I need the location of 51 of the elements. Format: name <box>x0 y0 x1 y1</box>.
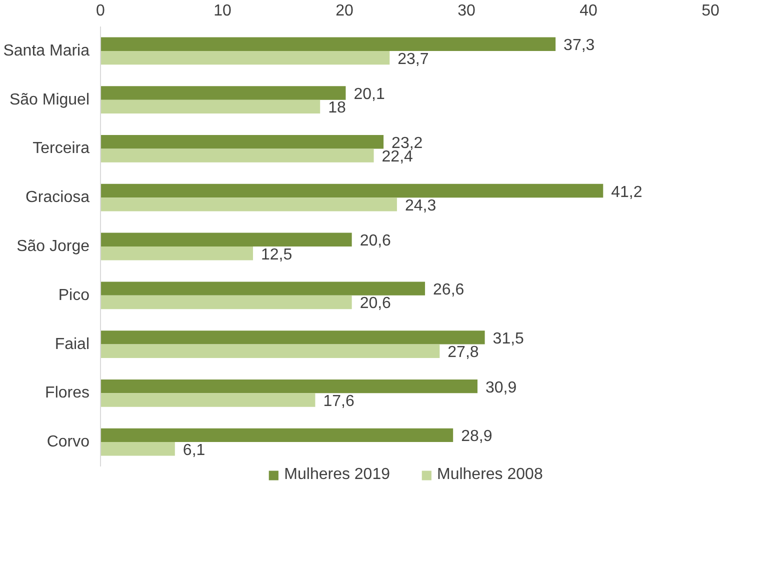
bar <box>100 86 346 100</box>
bar <box>100 246 253 260</box>
y-tick-label: São Miguel <box>9 91 90 108</box>
bar <box>100 50 390 65</box>
bar <box>100 295 352 310</box>
data-label: 12,5 <box>261 246 292 264</box>
bar <box>100 344 440 358</box>
x-tick-label: 10 <box>214 2 232 20</box>
y-tick-label: Graciosa <box>25 189 90 206</box>
y-tick-label: Pico <box>58 286 90 304</box>
y-tick-label: Flores <box>45 384 90 402</box>
data-label: 20,6 <box>360 232 392 250</box>
bar <box>100 379 478 394</box>
y-tick-label: Corvo <box>46 434 90 451</box>
data-label: 24,3 <box>404 197 436 214</box>
x-tick-label: 20 <box>336 2 354 20</box>
data-label: 23,7 <box>398 50 429 68</box>
bar <box>100 135 384 149</box>
legend-label: Mulheres 2019 <box>284 466 390 484</box>
bar <box>100 37 556 51</box>
data-label: 26,6 <box>433 282 464 299</box>
x-tick-label: 30 <box>458 2 476 20</box>
bar <box>100 184 604 198</box>
x-tick-label: 0 <box>96 2 106 20</box>
data-label: 20,6 <box>360 295 392 312</box>
legend-label: Mulheres 2008 <box>437 466 543 484</box>
data-label: 41,2 <box>611 184 642 201</box>
x-tick-label: 40 <box>580 2 598 20</box>
y-tick-label: Terceira <box>32 140 90 158</box>
y-tick-label: São Jorge <box>16 238 90 255</box>
data-label: 37,3 <box>564 37 595 54</box>
y-tick-label: Faial <box>54 336 90 353</box>
data-label: 6,1 <box>182 442 206 459</box>
y-tick-label: Santa Maria <box>3 42 90 60</box>
bar <box>100 393 316 407</box>
data-label: 30,9 <box>485 379 517 396</box>
data-label: 27,8 <box>448 344 479 362</box>
bar <box>100 330 485 344</box>
data-label: 18 <box>328 100 346 117</box>
data-label: 28,9 <box>461 428 492 446</box>
data-label: 20,1 <box>354 86 385 103</box>
bar <box>100 100 320 114</box>
bar <box>100 148 374 162</box>
bar <box>100 282 426 296</box>
data-label: 31,5 <box>492 330 524 348</box>
bar <box>100 442 175 456</box>
data-label: 17,6 <box>323 393 354 410</box>
bar <box>100 428 454 442</box>
bar <box>100 198 397 212</box>
x-tick-label: 50 <box>702 2 720 20</box>
bar <box>100 232 352 246</box>
